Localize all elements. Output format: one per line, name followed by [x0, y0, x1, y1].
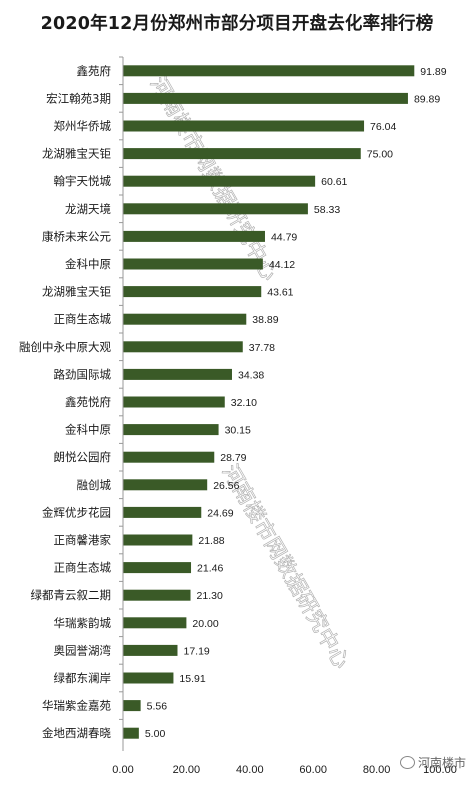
data-label: 21.46	[197, 563, 223, 575]
category-label: 龙湖雅宝天钜	[42, 285, 111, 299]
data-label: 38.89	[252, 314, 278, 326]
data-label: 89.89	[414, 93, 440, 105]
data-label: 44.79	[271, 231, 297, 243]
category-label: 金科中原	[65, 423, 111, 437]
category-label: 融创中永中原大观	[19, 340, 111, 354]
category-label: 龙湖天境	[65, 202, 111, 216]
bar	[123, 534, 193, 546]
bar	[123, 506, 202, 518]
bar	[123, 148, 361, 160]
data-label: 30.15	[225, 425, 251, 437]
watermark-lower: 河南楼市网数据研究中心	[218, 461, 354, 673]
data-label: 91.89	[420, 66, 446, 78]
bar	[123, 424, 219, 436]
data-label: 26.56	[213, 480, 239, 492]
category-label: 正商馨港家	[54, 533, 112, 547]
bar	[123, 341, 243, 353]
data-label: 60.61	[321, 176, 347, 188]
wechat-icon	[399, 756, 415, 769]
category-label: 鑫苑悦府	[65, 395, 111, 409]
bar	[123, 396, 225, 408]
chart-title: 2020年12月份郑州市部分项目开盘去化率排行榜	[40, 14, 434, 34]
data-label: 21.30	[197, 590, 223, 602]
category-label: 绿都青云叙二期	[31, 588, 112, 602]
bar	[123, 203, 308, 215]
category-label: 翰宇天悦城	[54, 174, 112, 188]
data-label: 5.56	[147, 701, 168, 713]
bar	[123, 451, 215, 463]
data-label: 28.79	[220, 452, 246, 464]
x-tick-label: 40.00	[236, 764, 264, 776]
category-label: 金地西湖春晓	[42, 726, 111, 740]
x-tick-label: 80.00	[363, 764, 391, 776]
category-label: 康桥未来公元	[42, 229, 111, 243]
data-label: 34.38	[238, 369, 264, 381]
category-label: 正商生态城	[54, 312, 112, 326]
logo-text: 河南楼市	[417, 756, 466, 770]
bar	[123, 368, 232, 380]
data-label: 24.69	[207, 507, 233, 519]
bar	[123, 727, 139, 739]
bar	[123, 120, 365, 132]
category-label: 宏江翰苑3期	[46, 91, 111, 105]
bar	[123, 92, 408, 104]
x-tick-label: 0.00	[112, 764, 133, 776]
category-label: 金辉优步花园	[42, 505, 111, 519]
axis-layer: 鑫苑府 91.89 宏江翰苑3期 89.89 郑州华侨城 76.04 龙湖雅宝天钜 75.00…	[19, 56, 457, 776]
x-tick-label: 100.00	[423, 764, 457, 776]
category-label: 融创城	[77, 478, 112, 492]
bar	[123, 562, 192, 574]
category-label: 绿都东澜岸	[54, 671, 112, 685]
logo-badge: 河南楼市	[399, 754, 466, 771]
data-label: 17.19	[183, 645, 209, 657]
data-label: 76.04	[370, 121, 396, 133]
category-label: 正商生态城	[54, 561, 112, 575]
data-label: 43.61	[267, 287, 293, 299]
bar	[123, 672, 174, 684]
data-label: 44.12	[269, 259, 295, 271]
bars-layer	[123, 65, 415, 739]
category-label: 路劲国际城	[54, 367, 112, 381]
bar	[123, 644, 178, 656]
data-label: 21.88	[198, 535, 224, 547]
category-label: 金科中原	[65, 257, 111, 271]
category-label: 朗悦公园府	[54, 450, 112, 464]
x-tick-label: 60.00	[299, 764, 327, 776]
bar	[123, 479, 208, 491]
category-label: 鑫苑府	[77, 64, 112, 78]
category-label: 郑州华侨城	[54, 119, 112, 133]
category-label: 奥园誉湖湾	[54, 643, 112, 657]
x-tick-label: 20.00	[173, 764, 201, 776]
bar	[123, 700, 141, 712]
bar	[123, 230, 265, 242]
category-label: 龙湖雅宝天钜	[42, 147, 111, 161]
bar	[123, 258, 263, 270]
data-label: 5.00	[145, 728, 166, 740]
data-label: 37.78	[249, 342, 275, 354]
data-label: 15.91	[179, 673, 205, 685]
bar	[123, 313, 247, 325]
bar	[123, 286, 262, 298]
bar	[123, 175, 316, 187]
bar	[123, 65, 415, 77]
bar	[123, 617, 187, 629]
data-label: 58.33	[314, 204, 340, 216]
data-label: 32.10	[231, 397, 257, 409]
bar	[123, 589, 191, 601]
category-label: 华瑞紫韵城	[54, 616, 112, 630]
data-label: 75.00	[367, 149, 393, 161]
category-label: 华瑞紫金嘉苑	[42, 699, 111, 713]
data-label: 20.00	[192, 618, 218, 630]
